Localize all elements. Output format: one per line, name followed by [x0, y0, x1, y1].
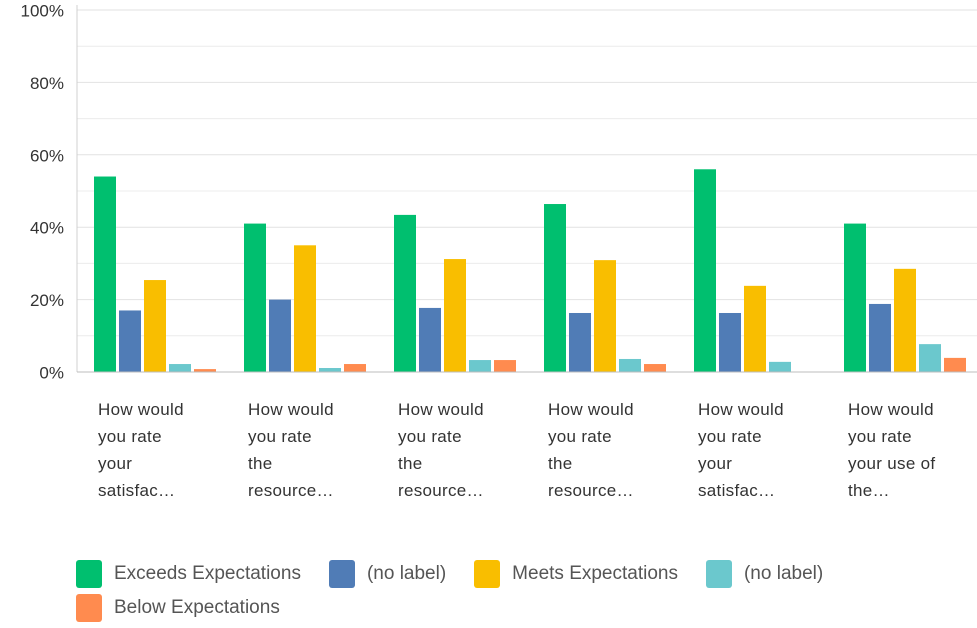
legend-item: (no label) — [705, 560, 824, 588]
legend-label: (no label) — [366, 563, 447, 584]
bar — [569, 312, 591, 372]
bar — [719, 312, 741, 372]
legend-label: Meets Expectations — [512, 563, 678, 584]
bar — [844, 223, 866, 372]
legend-swatch — [705, 560, 732, 588]
bar — [469, 360, 491, 372]
bar — [144, 280, 166, 372]
bar — [319, 368, 341, 372]
y-tick-label: 80% — [30, 74, 64, 93]
legend-swatch — [474, 560, 501, 588]
bar — [344, 364, 366, 372]
x-tick-label: How would you rate your use of the… — [848, 400, 936, 500]
legend-item: (no label) — [328, 560, 447, 588]
x-tick-label: How would you rate your satisfac… — [98, 400, 184, 500]
legend-label: Below Expectations — [114, 597, 280, 618]
bar — [94, 176, 116, 372]
x-tick-label: How would you rate the resource… — [398, 400, 484, 500]
bar — [644, 364, 666, 372]
bar — [444, 259, 466, 372]
bar — [194, 369, 216, 372]
bar — [419, 307, 441, 372]
bar — [394, 214, 416, 372]
bar — [544, 204, 566, 372]
legend-item: Meets Expectations — [474, 560, 678, 588]
x-tick-label: How would you rate the resource… — [548, 400, 634, 500]
legend-swatch — [76, 560, 102, 588]
legend-item: Below Expectations — [76, 594, 280, 622]
x-tick-label: How would you rate the resource… — [248, 400, 334, 500]
legend-swatch — [76, 594, 102, 622]
bar — [294, 245, 316, 372]
legend-label: Exceeds Expectations — [114, 563, 301, 584]
y-tick-label: 40% — [30, 219, 64, 238]
y-tick-label: 60% — [30, 146, 64, 165]
bar — [169, 364, 191, 372]
bar — [944, 357, 966, 372]
bar — [694, 169, 716, 372]
y-tick-label: 20% — [30, 291, 64, 310]
y-tick-label: 100% — [21, 1, 64, 20]
x-tick-label: How would you rate your satisfac… — [698, 400, 784, 500]
bar — [894, 268, 916, 372]
bar — [619, 358, 641, 372]
legend-label: (no label) — [743, 563, 824, 584]
legend-item: Exceeds Expectations — [76, 560, 301, 588]
bar — [869, 303, 891, 372]
bar — [244, 223, 266, 372]
bar — [919, 344, 941, 372]
legend: Exceeds Expectations (no label) Meets Expe… — [76, 560, 956, 622]
bar — [269, 299, 291, 372]
bar — [744, 285, 766, 372]
bar — [769, 361, 791, 372]
legend-swatch — [328, 560, 355, 588]
bar — [594, 260, 616, 372]
bar — [119, 310, 141, 372]
bar — [494, 360, 516, 372]
y-tick-label: 0% — [39, 363, 64, 382]
